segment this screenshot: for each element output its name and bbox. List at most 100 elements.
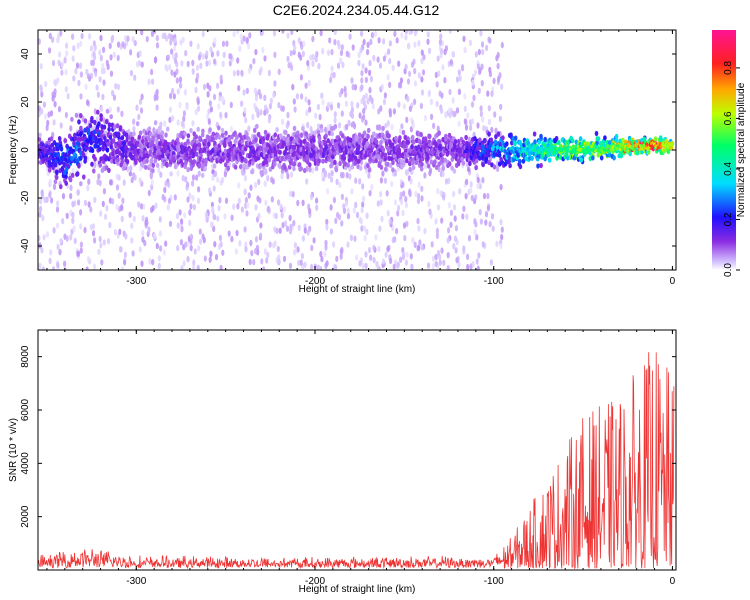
- spectrogram-cell: [486, 152, 491, 158]
- spectrogram-cell: [499, 103, 503, 111]
- spectrogram-cell: [392, 108, 396, 115]
- spectrogram-cell: [301, 199, 305, 206]
- spectrogram-cell: [286, 32, 290, 39]
- spectrogram-cell: [168, 220, 173, 227]
- spectrogram-cell: [183, 141, 188, 147]
- spectrogram-cell: [427, 200, 431, 208]
- spectrogram-cell: [474, 51, 478, 58]
- spectrogram-cell: [242, 89, 246, 96]
- spectrogram-cell: [366, 163, 370, 169]
- spectrogram-cell: [343, 161, 348, 167]
- spectrogram-cell: [403, 134, 408, 140]
- spectrogram-cell: [171, 53, 176, 60]
- spectrogram-cell: [419, 166, 424, 172]
- spectrogram-cell: [103, 135, 107, 141]
- spectrogram-cell: [210, 51, 214, 58]
- spectrogram-cell: [354, 155, 358, 161]
- spectrogram-cell: [51, 36, 55, 43]
- spectrogram-cell: [118, 246, 123, 253]
- spectrogram-cell: [268, 241, 272, 248]
- spectrogram-cell: [434, 71, 438, 79]
- spectrogram-cell: [533, 139, 537, 145]
- spectrogram-cell: [83, 118, 88, 124]
- spectrogram-cell: [280, 173, 284, 180]
- spectrogram-x-tick-label: -200: [305, 276, 325, 287]
- spectrogram-cell: [402, 103, 406, 110]
- spectrogram-cell: [404, 259, 408, 266]
- spectrogram-cell: [599, 155, 604, 161]
- spectrogram-cell: [163, 186, 167, 194]
- spectrogram-cell: [404, 63, 408, 71]
- spectrogram-cell: [197, 54, 202, 61]
- spectrogram-cell: [150, 140, 155, 146]
- spectrogram-cell: [241, 170, 245, 176]
- spectrogram-cell: [102, 79, 106, 86]
- spectrogram-cell: [121, 197, 125, 204]
- spectrogram-cell: [133, 74, 137, 81]
- spectrogram-cell: [286, 111, 290, 119]
- spectrogram-cell: [382, 55, 386, 62]
- spectrogram-cell: [123, 259, 127, 266]
- spectrogram-cell: [78, 62, 83, 69]
- spectrogram-cell: [453, 235, 458, 242]
- spectrogram-cell: [420, 244, 424, 251]
- spectrogram-cell: [364, 119, 368, 126]
- spectrogram-cell: [148, 258, 152, 265]
- spectrogram-cell: [408, 70, 412, 78]
- spectrogram-cell: [447, 161, 452, 167]
- spectrogram-cell: [168, 116, 172, 124]
- spectrogram-cell: [405, 116, 409, 124]
- spectrogram-cell: [578, 136, 583, 142]
- spectrogram-cell: [444, 133, 448, 139]
- spectrogram-cell: [47, 139, 51, 146]
- spectrogram-cell: [353, 235, 357, 242]
- spectrogram-cell: [178, 209, 182, 216]
- spectrogram-cell: [139, 203, 143, 210]
- spectrogram-cell: [98, 49, 102, 56]
- spectrogram-cell: [347, 119, 351, 127]
- spectrogram-cell: [192, 259, 196, 266]
- spectrogram-cell: [374, 139, 379, 145]
- spectrogram-cell: [144, 219, 148, 226]
- spectrogram-cell: [402, 159, 406, 165]
- spectrogram-cell: [216, 215, 220, 222]
- chart-title: C2E6.2024.234.05.44.G12: [273, 2, 440, 18]
- spectrogram-cell: [182, 115, 186, 123]
- spectrogram-cell: [478, 137, 482, 143]
- spectrogram-cell: [558, 154, 563, 160]
- spectrogram-cell: [461, 160, 466, 166]
- spectrogram-cell: [364, 262, 368, 270]
- spectrogram-cell: [388, 57, 392, 65]
- spectrogram-cell: [86, 127, 91, 133]
- spectrogram-cell: [108, 42, 112, 50]
- spectrogram-cell: [480, 80, 484, 87]
- spectrogram-cell: [153, 95, 157, 102]
- spectrogram-cell: [487, 105, 491, 112]
- spectrogram-cell: [323, 140, 327, 146]
- spectrogram-cell: [462, 245, 466, 252]
- spectrogram-cell: [85, 68, 89, 76]
- spectrogram-cell: [360, 70, 364, 77]
- spectrogram-cell: [153, 158, 158, 164]
- spectrogram-cell: [196, 72, 200, 80]
- spectrogram-cell: [413, 41, 417, 48]
- spectrogram-cell: [365, 141, 370, 147]
- spectrogram-cell: [137, 134, 142, 140]
- spectrogram-cell: [69, 234, 73, 241]
- spectrogram-cell: [90, 161, 94, 167]
- spectrogram-cell: [518, 164, 523, 170]
- spectrogram-cell: [259, 146, 264, 152]
- spectrogram-cell: [221, 95, 225, 103]
- spectrogram-cell: [71, 33, 75, 40]
- spectrogram-cell: [209, 250, 213, 257]
- spectrogram-cell: [270, 176, 274, 183]
- spectrogram-cell: [259, 169, 264, 175]
- spectrogram-cell: [342, 207, 347, 214]
- spectrogram-cell: [117, 174, 121, 181]
- spectrogram-cell: [72, 45, 76, 52]
- spectrogram-cell: [186, 133, 191, 139]
- spectrogram-cell: [45, 156, 49, 162]
- spectrogram-cell: [208, 127, 212, 133]
- spectrogram-cell: [376, 124, 380, 131]
